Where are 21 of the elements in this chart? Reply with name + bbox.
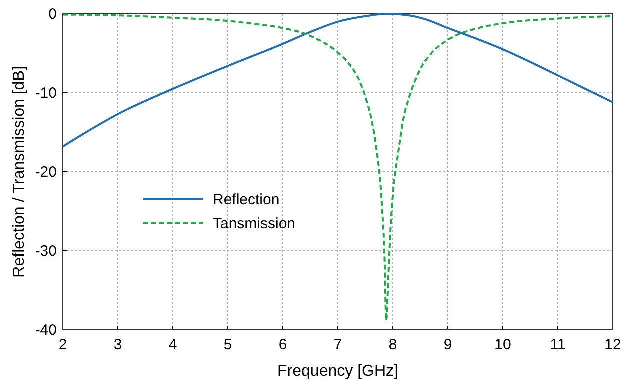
x-tick-label: 12 [604, 336, 622, 354]
x-tick-label: 3 [114, 336, 122, 354]
y-tick-label: -40 [35, 322, 57, 339]
y-tick-label: -10 [35, 84, 57, 102]
x-tick-label: 2 [58, 336, 68, 354]
x-tick-label: 6 [278, 336, 288, 354]
x-tick-label: 7 [334, 336, 342, 354]
y-tick-label: -30 [35, 242, 57, 260]
y-axis-title: Reflection / Transmission [dB] [11, 66, 28, 278]
y-tick-label: 0 [48, 6, 57, 23]
x-tick-label: 9 [444, 336, 452, 354]
legend-label: Reflection [213, 191, 280, 208]
legend-label: Tansmission [213, 215, 296, 232]
x-tick-label: 10 [494, 336, 512, 354]
x-axis-title: Frequency [GHz] [278, 363, 398, 380]
y-tick-label: -20 [35, 164, 57, 181]
x-tick-label: 5 [224, 336, 232, 354]
x-tick-label: 4 [168, 336, 178, 354]
x-tick-label: 8 [388, 336, 398, 354]
line-series [62, 13, 614, 148]
x-tick-label: 11 [550, 336, 566, 354]
